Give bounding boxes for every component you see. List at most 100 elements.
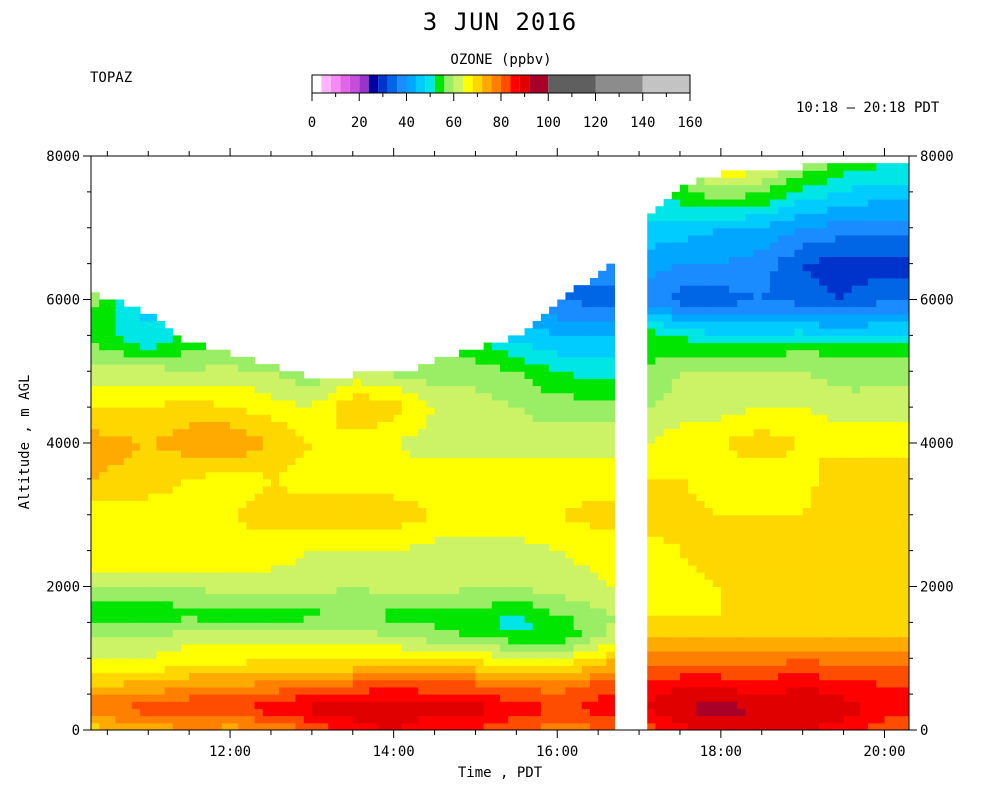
ozone-cell (254, 521, 264, 530)
ozone-cell (647, 600, 656, 609)
ozone-cell (172, 493, 182, 501)
ozone-cell (696, 263, 705, 272)
ozone-cell (581, 414, 591, 422)
ozone-cell (91, 507, 100, 516)
ozone-cell (753, 242, 763, 250)
colorbar-swatch (340, 75, 350, 93)
ozone-cell (712, 708, 722, 717)
ozone-cell (720, 593, 730, 602)
ozone-cell (311, 557, 321, 566)
ozone-cell (786, 478, 795, 487)
ozone-cell (270, 443, 280, 451)
ozone-cell (140, 629, 149, 638)
ozone-cell (696, 529, 705, 537)
ozone-cell (573, 615, 583, 623)
ozone-cell (213, 686, 223, 695)
ozone-cell (287, 600, 296, 609)
ozone-cell (434, 550, 444, 559)
ozone-cell (246, 694, 256, 702)
ozone-cell (655, 586, 665, 595)
ozone-cell (230, 428, 239, 437)
ozone-cell (442, 399, 452, 408)
ozone-cell (524, 514, 534, 523)
ozone-cell (246, 722, 256, 730)
ozone-cell (336, 435, 346, 444)
ozone-cell (491, 686, 501, 695)
ozone-cell (270, 608, 280, 616)
ozone-cell (540, 708, 550, 717)
ozone-cell (589, 572, 599, 580)
ozone-cell (647, 550, 656, 559)
ozone-cell (385, 708, 395, 717)
ozone-cell (663, 521, 673, 530)
ozone-cell (164, 543, 174, 552)
ozone-cell (230, 615, 239, 623)
ozone-cell (606, 557, 616, 566)
ozone-cell (671, 450, 681, 458)
ozone-cell (655, 364, 665, 372)
ozone-cell (418, 392, 427, 401)
ozone-cell (385, 464, 395, 473)
ozone-cell (737, 572, 746, 580)
ozone-cell (663, 371, 673, 379)
ozone-cell (410, 443, 419, 451)
ozone-cell (262, 493, 272, 501)
ozone-cell (418, 385, 427, 394)
ozone-cell (344, 665, 354, 674)
ozone-cell (189, 414, 198, 422)
ozone-cell (655, 686, 665, 695)
ozone-cell (508, 457, 517, 466)
ozone-cell (91, 478, 100, 487)
ozone-cell (115, 299, 125, 308)
ozone-cell (671, 658, 681, 666)
ozone-cell (311, 672, 321, 681)
ozone-cell (320, 557, 329, 566)
ozone-cell (516, 478, 526, 487)
ozone-cell (565, 364, 575, 372)
ozone-cell (549, 421, 558, 430)
ozone-cell (720, 586, 730, 595)
ozone-cell (688, 349, 697, 358)
ozone-cell (91, 543, 100, 552)
ozone-cell (401, 428, 411, 437)
ozone-cell (344, 457, 354, 466)
ozone-cell (369, 443, 378, 451)
ozone-cell (508, 500, 517, 509)
ozone-cell (753, 342, 763, 351)
ozone-cell (123, 443, 133, 451)
ozone-cell (704, 457, 714, 466)
ozone-cell (647, 521, 656, 530)
ozone-cell (450, 536, 460, 544)
ozone-cell (197, 536, 207, 544)
ozone-cell (483, 600, 493, 609)
ozone-cell (598, 701, 607, 709)
ozone-cell (434, 579, 444, 587)
ozone-cell (213, 572, 223, 580)
ozone-cell (295, 636, 305, 645)
ozone-cell (761, 665, 771, 674)
ozone-cell (491, 579, 501, 587)
ozone-cell (655, 708, 665, 717)
ozone-cell (745, 356, 755, 365)
ozone-cell (769, 306, 779, 315)
ozone-cell (475, 443, 485, 451)
ozone-cell (270, 564, 280, 573)
ozone-cell (279, 471, 288, 480)
ozone-cell (450, 665, 460, 674)
ozone-cell (483, 564, 493, 573)
ozone-cell (598, 500, 607, 509)
ozone-cell (696, 191, 705, 200)
ozone-cell (573, 428, 583, 437)
ozone-cell (540, 701, 550, 709)
ozone-cell (737, 593, 746, 602)
ozone-cell (778, 234, 787, 243)
ozone-cell (737, 529, 746, 537)
ozone-cell (663, 579, 673, 587)
ozone-cell (221, 385, 231, 394)
ozone-cell (573, 443, 583, 451)
ozone-cell (524, 371, 534, 379)
ozone-cell (688, 421, 697, 430)
ozone-cell (483, 514, 493, 523)
ozone-cell (180, 378, 190, 387)
ozone-cell (123, 321, 133, 329)
